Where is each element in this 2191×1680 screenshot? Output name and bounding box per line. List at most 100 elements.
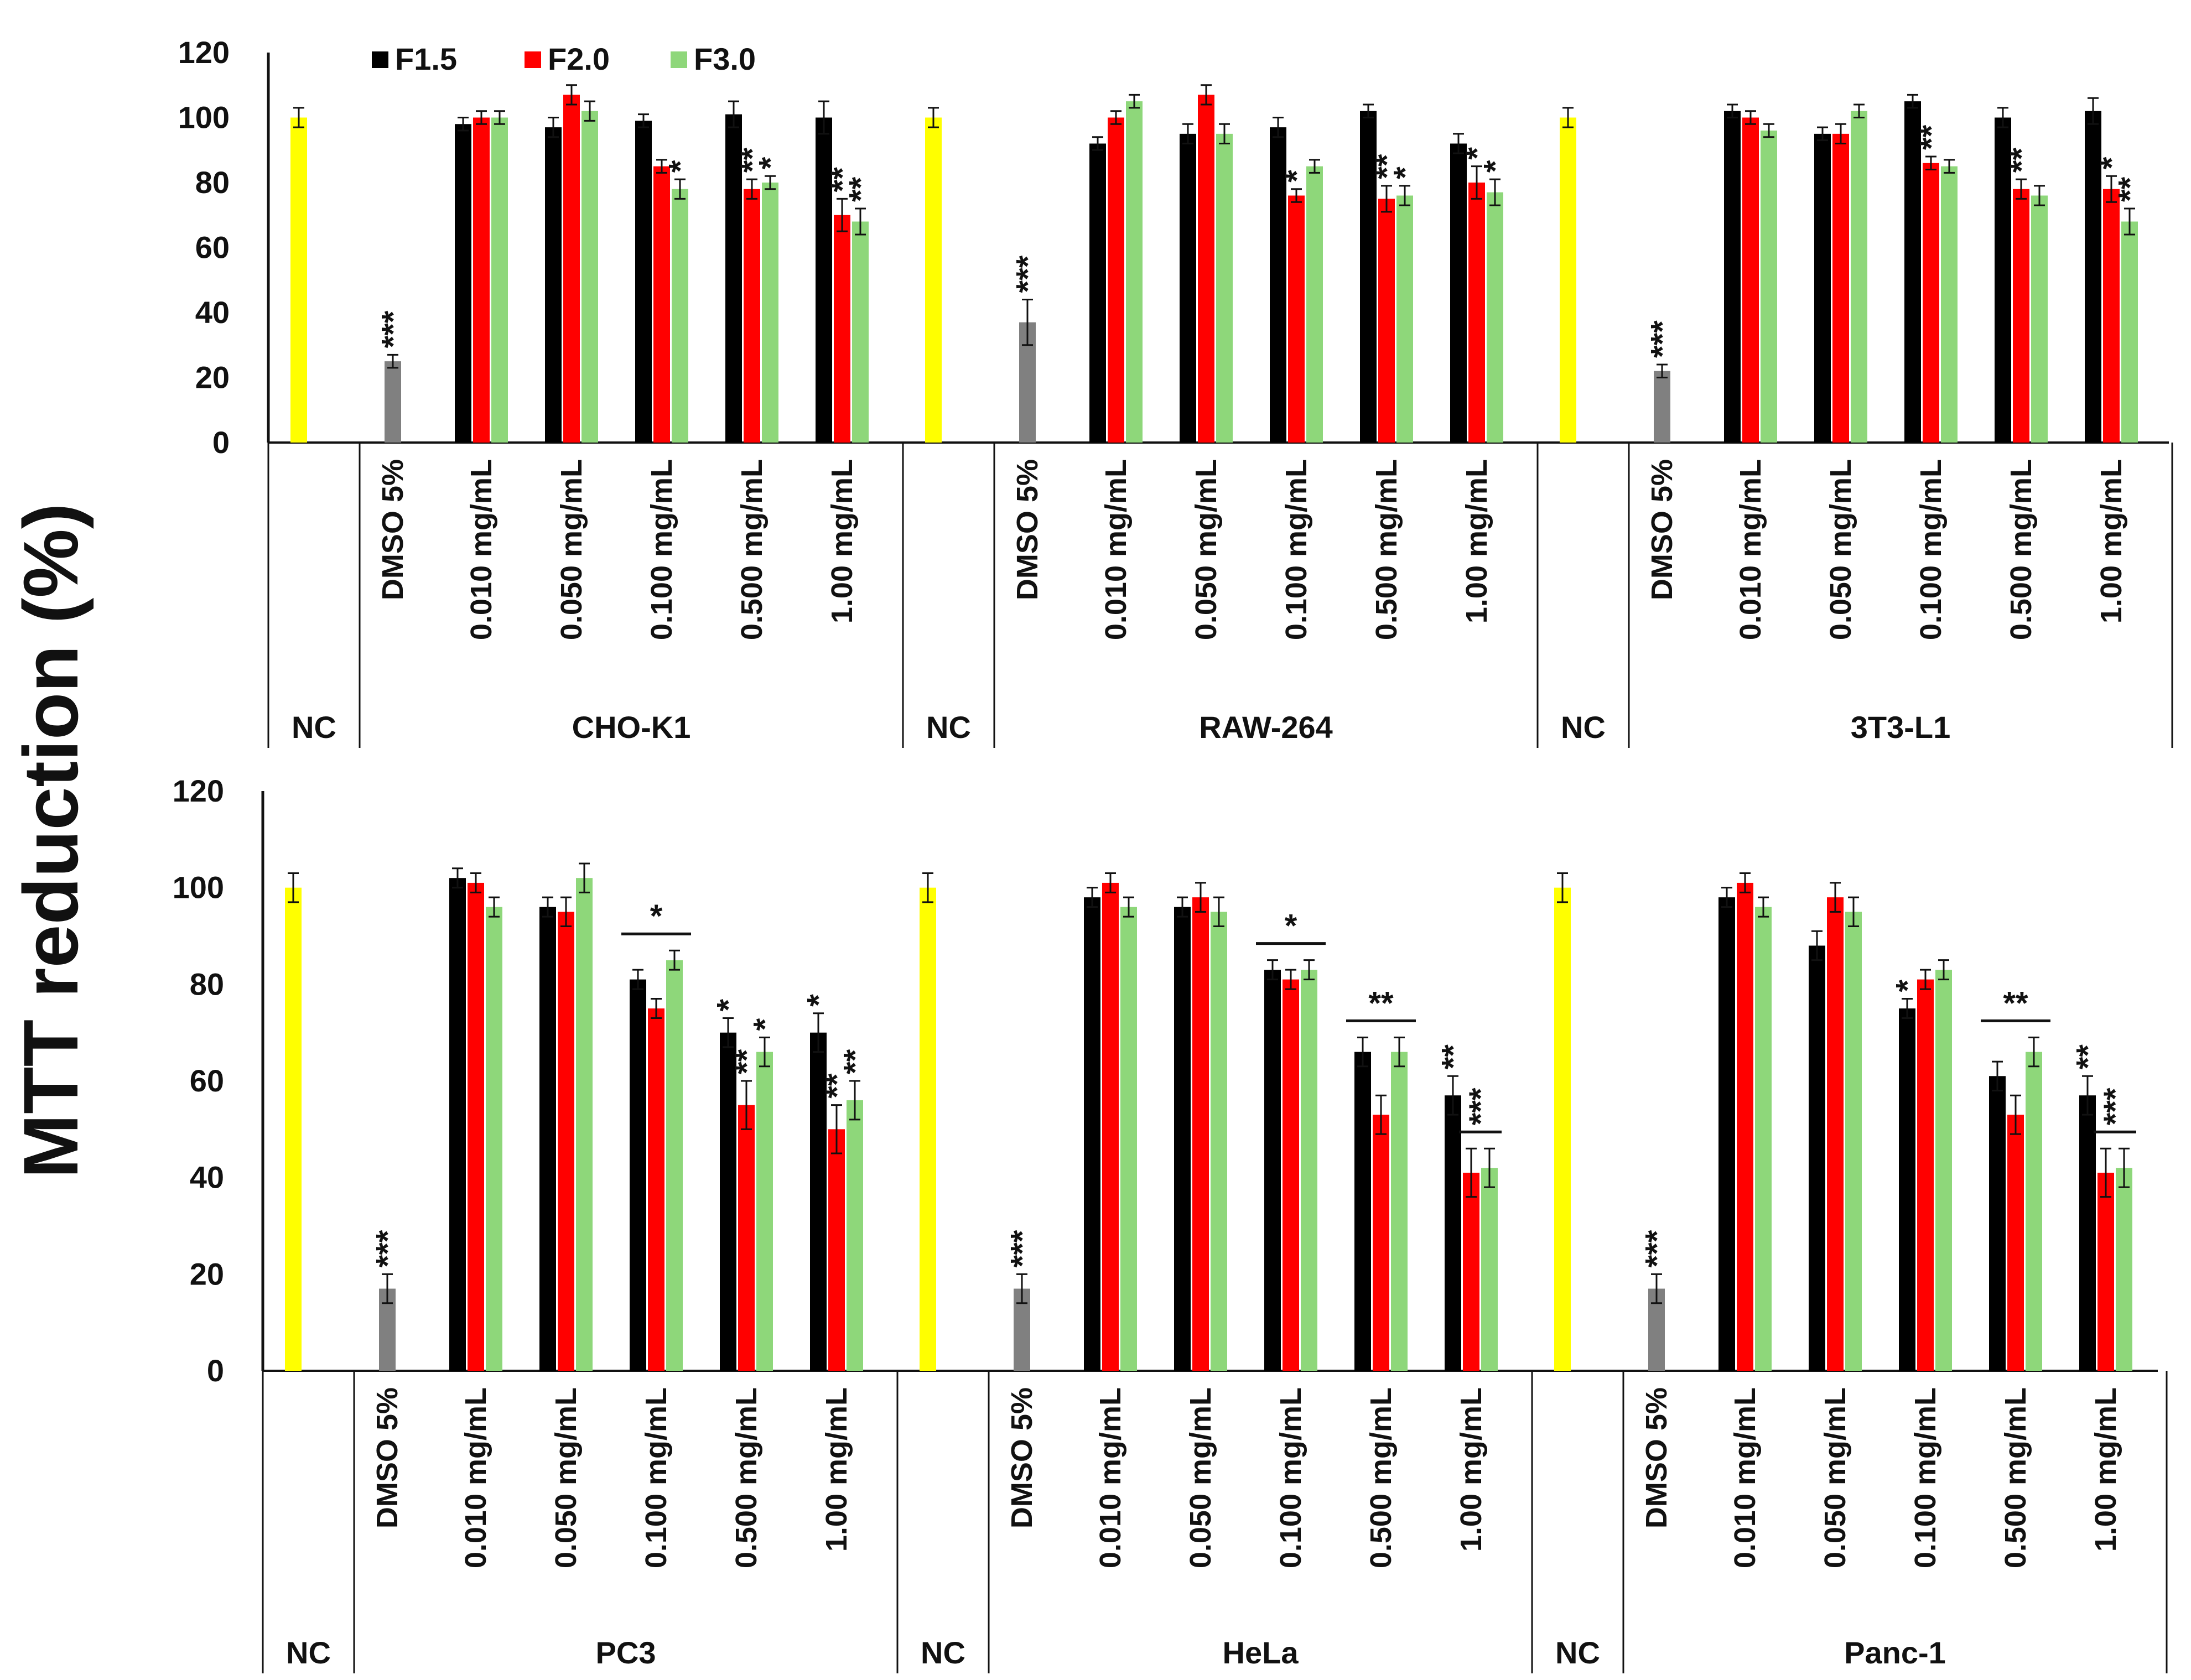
- bar-F2-0: [2103, 189, 2120, 443]
- bar-F1-5: [816, 117, 832, 443]
- significance-marker: ***: [370, 1230, 406, 1267]
- bar-F2-0: [558, 912, 574, 1371]
- nc-label: NC: [921, 1635, 965, 1670]
- bar-F2-0: [1917, 979, 1934, 1371]
- group-label: CHO-K1: [572, 710, 691, 745]
- category-label: 1.00 mg/mL: [2095, 459, 2128, 623]
- significance-marker: ***: [1004, 1230, 1040, 1267]
- bar-F1-5: [449, 878, 466, 1371]
- bar-F1-5: [1814, 133, 1831, 443]
- bar-F2-0: [2007, 1115, 2024, 1371]
- bar-F2-0: [648, 1008, 664, 1371]
- significance-marker: *: [1279, 170, 1315, 183]
- category-label: 0.500 mg/mL: [1999, 1387, 2032, 1568]
- bar-F1-5: [2079, 1095, 2096, 1371]
- bar-F1-5: [1904, 101, 1921, 443]
- bar-F1-5: [1450, 143, 1467, 443]
- bar-F3-0: [2116, 1168, 2132, 1371]
- bar-F3-0: [1306, 166, 1323, 443]
- category-label: 0.050 mg/mL: [1824, 459, 1857, 640]
- dmso-bar: [385, 361, 401, 443]
- bar-F1-5: [810, 1032, 827, 1371]
- significance-marker: *: [1889, 980, 1925, 992]
- bar-F2-0: [1288, 195, 1305, 443]
- group-panc-1: NC***DMSO 5%Panc-10.010 mg/mL 0.050 mg/mL…: [1531, 872, 2168, 1673]
- bar-F3-0: [756, 1052, 773, 1371]
- significance-marker: *: [710, 998, 746, 1011]
- bar-F3-0: [1755, 907, 1772, 1371]
- bar-F2-0: [1737, 882, 1753, 1371]
- y-tick-label: 120: [173, 773, 224, 808]
- bar-F3-0: [666, 960, 683, 1371]
- category-label: 0.050 mg/mL: [555, 459, 588, 640]
- significance-marker: *: [650, 898, 663, 934]
- bar-F2-0: [1378, 199, 1395, 443]
- significance-marker: *: [747, 1018, 783, 1031]
- bar-F3-0: [672, 189, 688, 443]
- category-label: 0.050 mg/mL: [1819, 1387, 1852, 1568]
- bar-F3-0: [1126, 101, 1143, 443]
- bar-F1-5: [1724, 111, 1741, 443]
- bar-F1-5: [1089, 143, 1106, 443]
- bar-F2-0: [1742, 117, 1759, 443]
- nc-bar: [285, 887, 302, 1371]
- nc-bar: [1554, 887, 1571, 1371]
- category-label: 0.100 mg/mL: [640, 1387, 673, 1568]
- bar-F1-5: [455, 124, 471, 443]
- bar-F3-0: [1761, 131, 1777, 443]
- bar-F3-0: [1935, 970, 1952, 1371]
- bar-F2-0: [744, 189, 760, 443]
- bar-F1-5: [1445, 1095, 1461, 1371]
- bar-F2-0: [1198, 95, 1214, 443]
- legend-swatch-F3-0: [671, 51, 687, 68]
- category-label: DMSO 5%: [1645, 459, 1679, 600]
- bar-F3-0: [1481, 1168, 1498, 1371]
- bar-F2-0: [1827, 897, 1844, 1371]
- dmso-bar: [1654, 371, 1670, 443]
- bar-F1-5: [1809, 945, 1825, 1371]
- group-label: 3T3-L1: [1851, 710, 1951, 745]
- bar-F1-5: [1360, 111, 1377, 443]
- significance-marker: *: [1285, 908, 1297, 944]
- significance-marker: **: [819, 1073, 855, 1099]
- significance-marker: *: [2094, 157, 2130, 169]
- bar-F2-0: [1283, 979, 1299, 1371]
- nc-bar: [1560, 117, 1576, 443]
- bar-F1-5: [1989, 1076, 2006, 1371]
- bar-F1-5: [720, 1032, 736, 1371]
- significance-marker: *: [1477, 160, 1513, 173]
- nc-label: NC: [926, 710, 971, 745]
- y-tick-label: 100: [173, 870, 224, 905]
- legend-swatch-F2-0: [525, 51, 541, 68]
- bar-F1-5: [539, 907, 556, 1371]
- bar-F3-0: [1120, 907, 1137, 1371]
- category-label: 1.00 mg/mL: [1455, 1387, 1488, 1552]
- category-label: 0.010 mg/mL: [1728, 1387, 1762, 1568]
- category-label: 0.500 mg/mL: [1364, 1387, 1398, 1568]
- bar-F2-0: [1468, 183, 1485, 443]
- category-label: 0.010 mg/mL: [1734, 459, 1767, 640]
- significance-marker: *: [1387, 167, 1423, 179]
- nc-label: NC: [286, 1635, 331, 1670]
- significance-marker: **: [2003, 148, 2039, 173]
- group-label: Panc-1: [1844, 1635, 1946, 1670]
- bar-F2-0: [1102, 882, 1119, 1371]
- category-label: 0.500 mg/mL: [1370, 459, 1403, 640]
- significance-marker: **: [1913, 124, 1949, 150]
- category-label: 0.100 mg/mL: [1914, 459, 1948, 640]
- significance-marker: **: [734, 148, 770, 173]
- category-label: 0.010 mg/mL: [459, 1387, 492, 1568]
- significance-marker: **: [843, 176, 879, 202]
- significance-marker: *: [1459, 147, 1495, 160]
- significance-marker: **: [824, 167, 860, 193]
- nc-label: NC: [1561, 710, 1606, 745]
- bar-F1-5: [545, 127, 562, 443]
- nc-bar: [925, 117, 942, 443]
- bar-F2-0: [468, 882, 484, 1371]
- bar-F2-0: [1373, 1115, 1389, 1371]
- bar-F3-0: [1845, 912, 1862, 1371]
- bar-F2-0: [2097, 1172, 2114, 1371]
- legend-label: F1.5: [395, 41, 457, 76]
